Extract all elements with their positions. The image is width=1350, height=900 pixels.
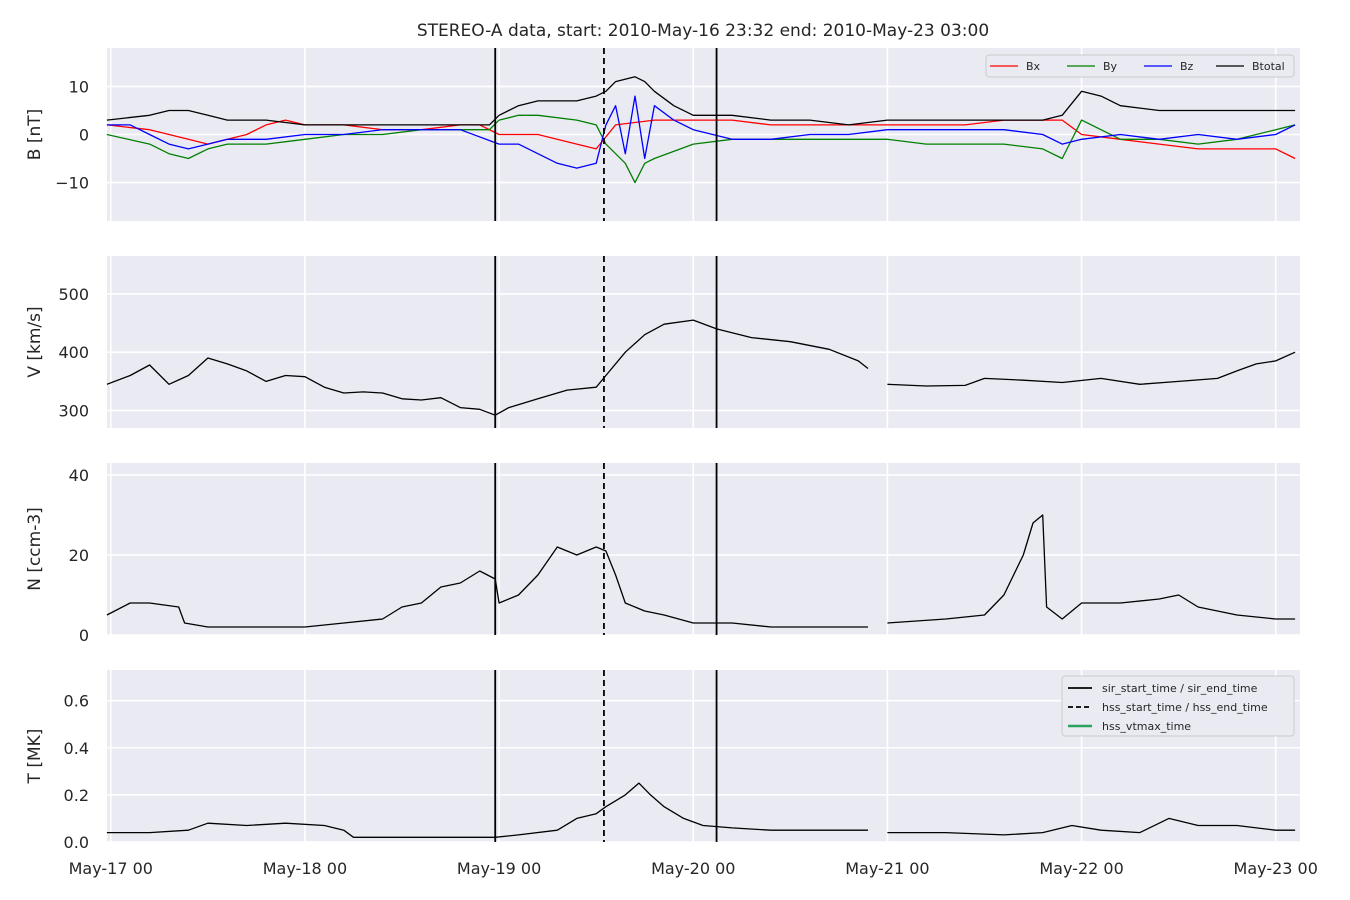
series-line-bz bbox=[106, 95, 1296, 169]
y-tick-label: 0 bbox=[79, 626, 89, 645]
x-axis-ticks: May-17 00 May-18 00 May-19 00 May-20 00 May-… bbox=[69, 859, 1318, 878]
series-line-bx bbox=[106, 119, 1296, 160]
panel-background bbox=[107, 463, 1300, 635]
y-tick-label: 400 bbox=[58, 343, 89, 362]
x-tick-label: May-17 00 bbox=[69, 859, 153, 878]
y-tick-label: 0.4 bbox=[64, 739, 89, 758]
series-line-btotal bbox=[106, 76, 1296, 126]
y-tick-label: 40 bbox=[69, 466, 89, 485]
legend-box bbox=[1061, 675, 1295, 737]
y-tick-label: 10 bbox=[69, 77, 89, 96]
y-tick-label: 0 bbox=[79, 126, 89, 145]
legend-box bbox=[985, 54, 1295, 78]
panel-background bbox=[107, 256, 1300, 428]
y-tick-label: 500 bbox=[58, 285, 89, 304]
y-axis-label: B [nT] bbox=[25, 109, 45, 161]
y-tick-label: 0.2 bbox=[64, 786, 89, 805]
y-tick-label: 0.6 bbox=[64, 692, 89, 711]
chart-title: STEREO-A data, start: 2010-May-16 23:32 … bbox=[417, 21, 989, 41]
series-line-v bbox=[106, 319, 1296, 416]
x-tick-label: May-23 00 bbox=[1234, 859, 1318, 878]
panel-temperature: 0.0 0.2 0.4 0.6 T [MK] sir_start_time / sir_e… bbox=[25, 670, 1300, 852]
y-axis-label: T [MK] bbox=[25, 729, 45, 785]
panel-density: 0 20 40 N [ccm-3] bbox=[25, 463, 1300, 645]
y-tick-label: 300 bbox=[58, 402, 89, 421]
y-axis-label: N [ccm-3] bbox=[25, 507, 45, 591]
series-line-n bbox=[106, 514, 1296, 628]
legend-mag: Bx By Bz Btotal bbox=[985, 54, 1295, 78]
legend-label: sir_start_time / sir_end_time bbox=[1102, 682, 1258, 695]
y-tick-label: −10 bbox=[55, 174, 89, 193]
x-tick-label: May-21 00 bbox=[845, 859, 929, 878]
panel-mag: −10 0 10 B [nT] Bx By Bz Btotal bbox=[25, 48, 1300, 221]
y-tick-label: 20 bbox=[69, 546, 89, 565]
x-tick-label: May-19 00 bbox=[457, 859, 541, 878]
legend-label: hss_vtmax_time bbox=[1102, 720, 1191, 733]
legend-label: Btotal bbox=[1252, 60, 1285, 73]
x-tick-label: May-22 00 bbox=[1039, 859, 1123, 878]
legend-events: sir_start_time / sir_end_time hss_start_t… bbox=[1061, 675, 1295, 737]
legend-label: By bbox=[1103, 60, 1118, 73]
y-axis-label: V [km/s] bbox=[25, 306, 45, 377]
panel-speed: 300 400 500 V [km/s] bbox=[25, 256, 1300, 428]
series-line-by bbox=[106, 114, 1296, 184]
series-line-t bbox=[106, 782, 1296, 838]
legend-label: Bz bbox=[1180, 60, 1194, 73]
legend-label: Bx bbox=[1026, 60, 1041, 73]
legend-label: hss_start_time / hss_end_time bbox=[1102, 701, 1268, 714]
x-tick-label: May-18 00 bbox=[263, 859, 347, 878]
x-tick-label: May-20 00 bbox=[651, 859, 735, 878]
y-tick-label: 0.0 bbox=[64, 833, 89, 852]
